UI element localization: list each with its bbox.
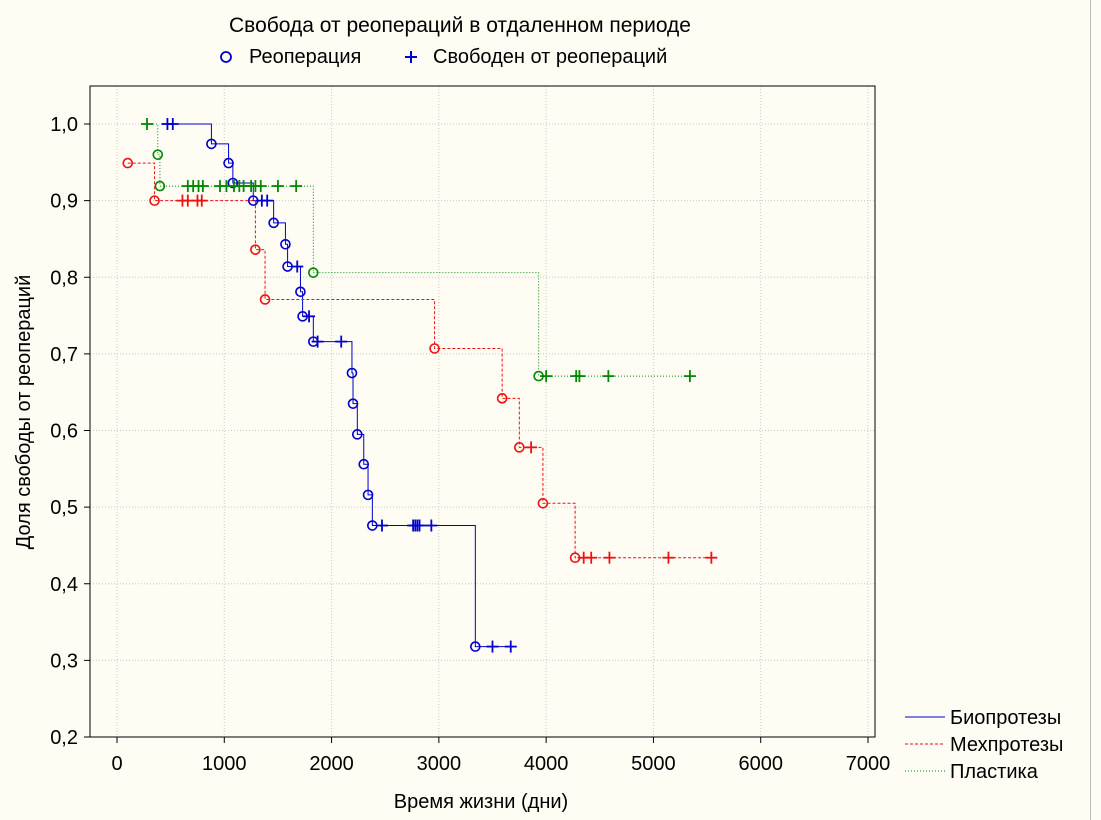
- censored-point: [311, 335, 324, 348]
- plot-area: [89, 85, 876, 738]
- censored-point: [602, 370, 615, 383]
- censored-point: [166, 118, 179, 130]
- censored-point: [375, 519, 388, 532]
- event-point: [122, 157, 134, 169]
- censored-point: [662, 551, 675, 564]
- series-legend: Биопротезы Мехпротезы Пластика: [905, 707, 1063, 783]
- x-tick-label: 3000: [417, 753, 462, 775]
- censored-point: [196, 180, 209, 193]
- event-point: [227, 177, 239, 189]
- censored-point: [261, 194, 274, 207]
- legend-label: Мехпротезы: [950, 734, 1063, 756]
- x-tick-label: 1000: [202, 753, 247, 775]
- y-axis-ticks: 0,2 0,3 0,4 0,5 0,6 0,7 0,8 0,9 1,0: [50, 114, 90, 749]
- event-point: [470, 641, 481, 652]
- event-point: [259, 294, 271, 305]
- series-2: [122, 157, 718, 564]
- marker-legend-plus-icon: [405, 51, 417, 63]
- event-point: [268, 217, 279, 229]
- y-tick-label: 0,9: [50, 191, 78, 213]
- censored-point: [525, 441, 538, 454]
- censored-point: [290, 180, 303, 193]
- censored-point: [335, 335, 348, 348]
- censored-point: [425, 519, 438, 532]
- censored-point: [705, 551, 718, 564]
- x-axis-ticks: 0 1000 2000 3000 4000 5000 6000 7000: [111, 737, 890, 775]
- y-tick-label: 0,6: [50, 421, 78, 443]
- legend-label: Пластика: [950, 761, 1039, 783]
- censored-point: [540, 370, 553, 383]
- y-tick-label: 1,0: [50, 114, 78, 136]
- y-tick-label: 0,2: [50, 727, 78, 749]
- grid: [90, 86, 875, 737]
- censored-point: [271, 180, 284, 193]
- chart-title: Свобода от реопераций в отдаленном перио…: [229, 14, 691, 37]
- event-point: [358, 458, 370, 470]
- y-tick-label: 0,5: [50, 497, 78, 519]
- censored-point: [603, 551, 616, 564]
- x-tick-label: 5000: [631, 753, 676, 775]
- event-point: [280, 239, 291, 250]
- event-point: [154, 180, 166, 192]
- event-point: [347, 398, 359, 409]
- censored-point: [303, 310, 316, 323]
- event-point: [429, 343, 440, 354]
- censored-point: [291, 260, 304, 273]
- event-point: [362, 489, 374, 501]
- y-tick-label: 0,8: [50, 267, 78, 289]
- y-tick-label: 0,3: [50, 650, 78, 672]
- legend-label: Биопротезы: [950, 707, 1061, 729]
- censored-point: [413, 519, 426, 532]
- event-point: [308, 267, 319, 278]
- censored-point: [195, 194, 208, 207]
- event-point: [149, 195, 160, 206]
- x-tick-label: 2000: [309, 753, 354, 775]
- marker-legend-label-censored: Свободен от реопераций: [433, 46, 667, 68]
- marker-legend-circle-icon: [220, 51, 232, 63]
- event-point: [223, 157, 234, 169]
- event-point: [206, 138, 217, 150]
- marker-legend: Реоперация Свободен от реопераций: [220, 46, 667, 68]
- y-tick-label: 0,4: [50, 574, 78, 596]
- series-1: [161, 118, 517, 653]
- x-tick-label: 6000: [738, 753, 783, 775]
- series-group: [122, 118, 718, 653]
- series-line: [165, 123, 511, 648]
- event-point: [496, 393, 508, 404]
- x-tick-label: 0: [111, 753, 122, 775]
- x-tick-label: 7000: [846, 753, 891, 775]
- event-point: [250, 244, 261, 255]
- censored-point: [141, 118, 154, 130]
- event-point: [352, 429, 363, 440]
- event-point: [537, 497, 549, 509]
- event-point: [514, 442, 525, 453]
- censored-point: [585, 551, 598, 564]
- censored-point: [573, 370, 586, 383]
- y-axis-label: Доля свободы от реопераций: [13, 275, 35, 550]
- series-3: [141, 118, 696, 383]
- censored-point: [683, 370, 696, 383]
- window-edge: [1090, 0, 1091, 820]
- y-tick-label: 0,7: [50, 344, 78, 366]
- series-line: [127, 162, 712, 559]
- censored-point: [254, 180, 267, 193]
- x-axis-label: Время жизни (дни): [394, 791, 568, 813]
- censored-point: [486, 640, 499, 653]
- event-point: [152, 149, 164, 160]
- series-line: [147, 123, 690, 377]
- event-point: [346, 367, 358, 379]
- x-tick-label: 4000: [524, 753, 569, 775]
- event-point: [295, 286, 306, 298]
- censored-point: [504, 640, 517, 653]
- marker-legend-label-event: Реоперация: [249, 46, 361, 68]
